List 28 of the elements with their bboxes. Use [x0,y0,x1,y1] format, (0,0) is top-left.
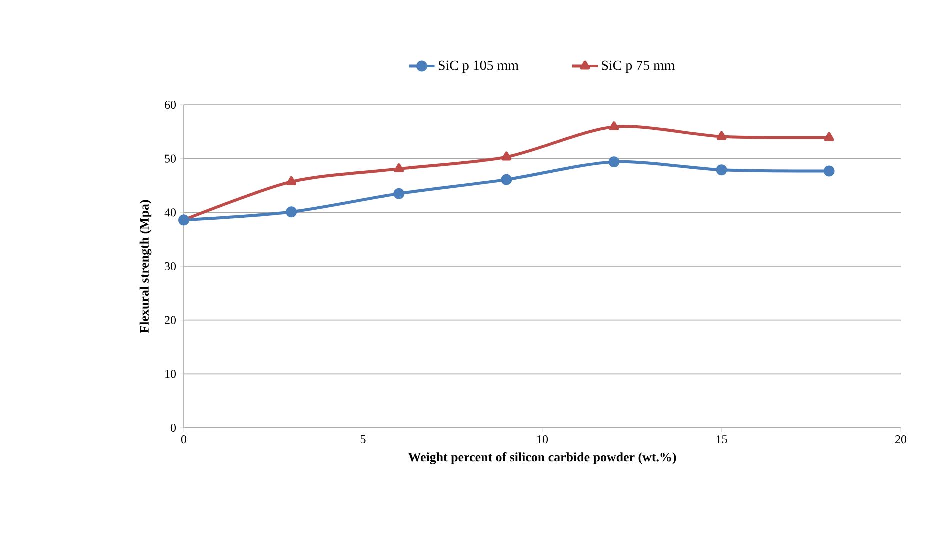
point [502,152,512,161]
point [394,164,404,173]
point [286,176,296,186]
legend-label: SiC p 105 mm [438,60,519,74]
x-tick-label: 10 [538,436,548,444]
point [394,188,405,200]
point [286,206,298,218]
x-tick-label: 5 [360,436,366,444]
y-tick-label: 0 [170,424,176,432]
point [824,132,834,142]
point [501,174,512,186]
y-tick-label: 10 [166,370,176,378]
point [716,131,727,140]
point [716,164,728,176]
x-axis-title: Weight percent of silicon carbide powder (wt.%) [408,452,676,464]
x-tick-label: 15 [716,436,728,444]
y-axis-title: Flexural strength (Mpa) [140,200,152,334]
x-tick-label: 0 [181,436,187,444]
x-tick-label: 20 [896,436,907,444]
point [824,166,835,177]
y-tick-label: 30 [165,262,176,271]
legend-label: SiC p 75 mm [602,60,676,74]
point [609,122,620,131]
y-tick-label: 60 [165,100,176,110]
y-tick-label: 40 [164,208,176,217]
y-tick-label: 50 [165,154,176,163]
point [608,156,620,168]
y-tick-label: 20 [165,316,176,324]
